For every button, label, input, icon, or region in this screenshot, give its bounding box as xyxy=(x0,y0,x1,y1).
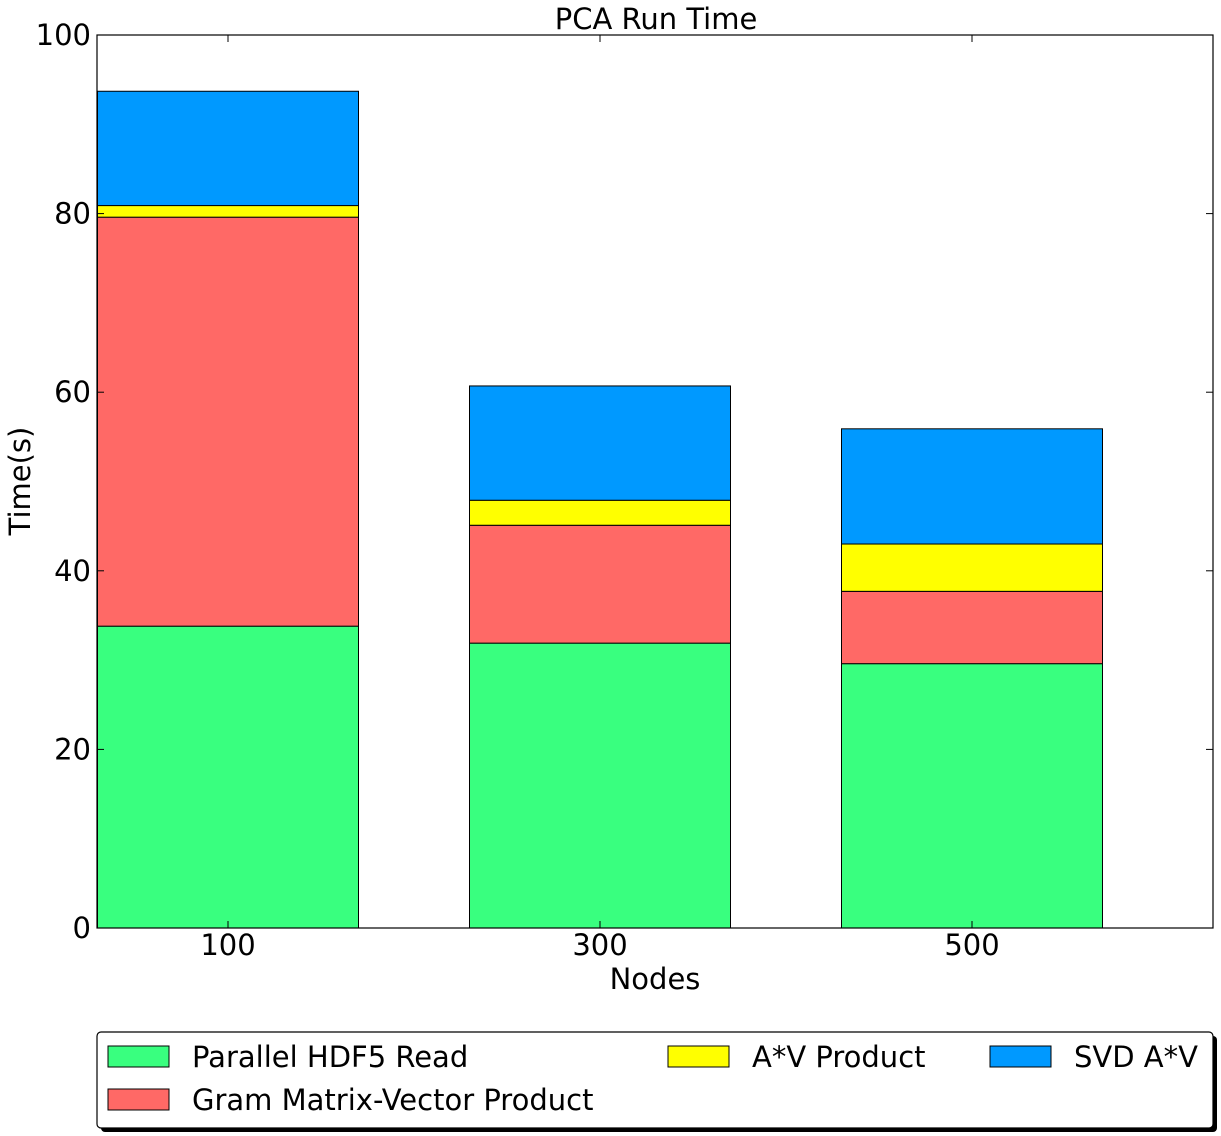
plot-frame xyxy=(96,34,1214,929)
bar-segment xyxy=(469,385,731,501)
legend-swatch xyxy=(667,1045,730,1068)
y-axis-label: Time(s) xyxy=(3,427,37,537)
y-tick-label: 100 xyxy=(36,18,91,52)
bar-segment xyxy=(841,428,1103,545)
bar-segment xyxy=(841,663,1103,929)
x-axis-label: Nodes xyxy=(610,962,701,996)
y-tick-label: 20 xyxy=(54,732,91,766)
bar-segment xyxy=(97,625,359,929)
legend-label: Parallel HDF5 Read xyxy=(192,1040,468,1074)
bar-segment xyxy=(841,590,1103,665)
legend-label: Gram Matrix-Vector Product xyxy=(192,1083,593,1117)
y-tick-label: 40 xyxy=(54,554,91,588)
bar-segment xyxy=(97,216,359,627)
bar-segment xyxy=(469,642,731,929)
x-tick-label: 100 xyxy=(200,928,255,962)
legend-label: SVD A*V xyxy=(1074,1040,1198,1074)
legend: Parallel HDF5 Read Gram Matrix-Vector Pro… xyxy=(96,1031,1217,1132)
chart-title: PCA Run Time xyxy=(555,2,758,36)
bar-segment xyxy=(841,543,1103,592)
bars-layer xyxy=(97,90,1103,929)
legend-swatch xyxy=(107,1088,170,1111)
x-tick-label: 500 xyxy=(944,928,999,962)
legend-box xyxy=(96,1031,1214,1129)
y-tick-label: 80 xyxy=(54,197,91,231)
y-tick-label: 0 xyxy=(73,911,91,945)
legend-items: Parallel HDF5 Read Gram Matrix-Vector Pro… xyxy=(107,1040,1198,1117)
ticks-layer: 0 20 40 60 80 100 100 300 500 xyxy=(36,18,1213,962)
y-tick-label: 60 xyxy=(54,375,91,409)
bar-segment xyxy=(97,90,359,207)
bar-segment xyxy=(469,499,731,526)
bar-segment xyxy=(97,205,359,218)
legend-swatch xyxy=(107,1045,170,1068)
legend-label: A*V Product xyxy=(752,1040,926,1074)
legend-swatch xyxy=(989,1045,1052,1068)
bar-segment xyxy=(469,524,731,644)
x-tick-label: 300 xyxy=(572,928,627,962)
